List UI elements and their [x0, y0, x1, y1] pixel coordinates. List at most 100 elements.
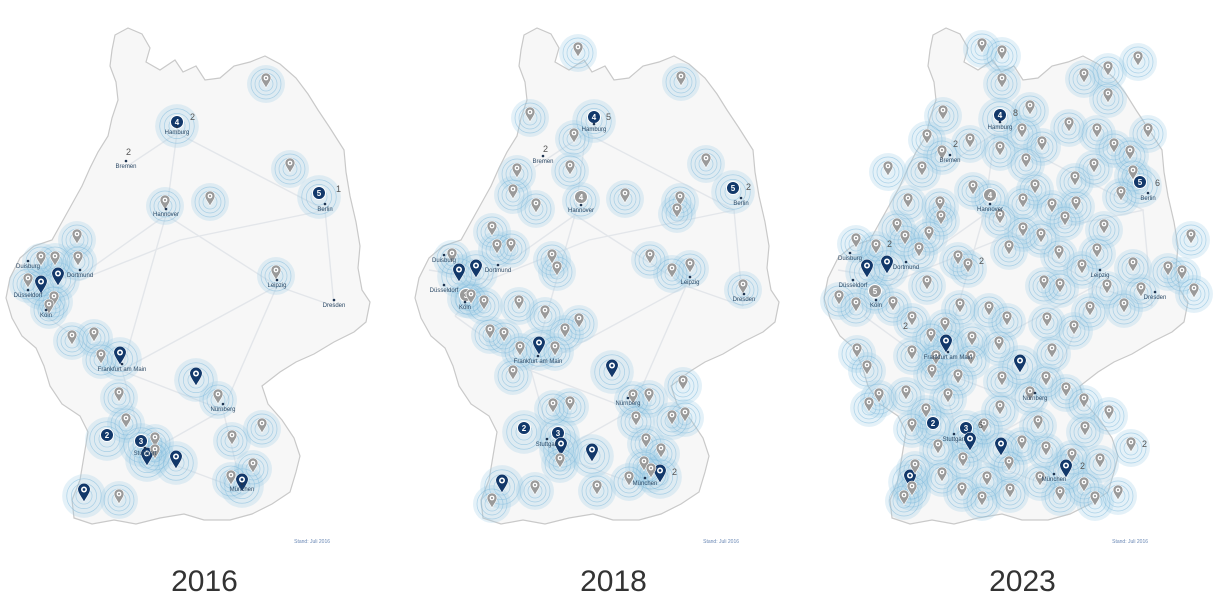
station-pin-icon[interactable]: [530, 197, 542, 214]
station-pin-icon[interactable]: [671, 202, 683, 219]
hub-pin-icon[interactable]: [532, 335, 546, 356]
station-pin-icon[interactable]: [1040, 370, 1052, 387]
station-pin-icon[interactable]: [1124, 144, 1136, 161]
station-pin-icon[interactable]: [204, 190, 216, 207]
station-pin-icon[interactable]: [1078, 476, 1090, 493]
station-pin-icon[interactable]: [549, 340, 561, 357]
station-pin-icon[interactable]: [900, 384, 912, 401]
station-pin-icon[interactable]: [559, 322, 571, 339]
station-pin-icon[interactable]: [675, 70, 687, 87]
cluster-pin-icon[interactable]: 4: [993, 108, 1007, 122]
station-pin-icon[interactable]: [1069, 170, 1081, 187]
station-pin-icon[interactable]: [850, 296, 862, 313]
station-pin-icon[interactable]: [1079, 420, 1091, 437]
station-pin-icon[interactable]: [952, 249, 964, 266]
station-pin-icon[interactable]: [1038, 274, 1050, 291]
station-pin-icon[interactable]: [1003, 239, 1015, 256]
hub-pin-icon[interactable]: [452, 262, 466, 283]
station-pin-icon[interactable]: [1103, 404, 1115, 421]
station-pin-icon[interactable]: [1036, 135, 1048, 152]
station-pin-icon[interactable]: [1024, 99, 1036, 116]
station-pin-icon[interactable]: [906, 310, 918, 327]
station-pin-icon[interactable]: [851, 342, 863, 359]
hub-pin-icon[interactable]: [880, 254, 894, 275]
station-pin-icon[interactable]: [1017, 192, 1029, 209]
station-pin-icon[interactable]: [677, 374, 689, 391]
station-pin-icon[interactable]: [212, 388, 224, 405]
hub-pin-icon[interactable]: [51, 266, 65, 287]
station-pin-icon[interactable]: [850, 232, 862, 249]
station-pin-icon[interactable]: [484, 323, 496, 340]
hub-pin-icon[interactable]: [113, 345, 127, 366]
station-pin-icon[interactable]: [1112, 484, 1124, 501]
station-pin-icon[interactable]: [978, 417, 990, 434]
station-pin-icon[interactable]: [923, 225, 935, 242]
station-pin-icon[interactable]: [906, 480, 918, 497]
station-pin-icon[interactable]: [967, 179, 979, 196]
station-pin-icon[interactable]: [113, 488, 125, 505]
hub-pin-icon[interactable]: [34, 274, 48, 295]
station-pin-icon[interactable]: [1076, 258, 1088, 275]
station-pin-icon[interactable]: [247, 457, 259, 474]
station-pin-icon[interactable]: [1070, 195, 1082, 212]
station-pin-icon[interactable]: [465, 288, 477, 305]
station-pin-icon[interactable]: [507, 364, 519, 381]
station-pin-icon[interactable]: [568, 127, 580, 144]
station-pin-icon[interactable]: [1115, 185, 1127, 202]
hub-pin-icon[interactable]: [169, 449, 183, 470]
station-pin-icon[interactable]: [507, 183, 519, 200]
station-pin-icon[interactable]: [936, 144, 948, 161]
cluster-pin-icon[interactable]: 5: [312, 186, 326, 200]
station-pin-icon[interactable]: [994, 140, 1006, 157]
station-pin-icon[interactable]: [666, 262, 678, 279]
station-pin-icon[interactable]: [1035, 227, 1047, 244]
station-pin-icon[interactable]: [976, 37, 988, 54]
station-pin-icon[interactable]: [994, 208, 1006, 225]
station-pin-icon[interactable]: [1004, 482, 1016, 499]
station-pin-icon[interactable]: [887, 295, 899, 312]
hub-pin-icon[interactable]: [495, 473, 509, 494]
hub-pin-icon[interactable]: [860, 258, 874, 279]
station-pin-icon[interactable]: [546, 248, 558, 265]
station-pin-icon[interactable]: [898, 489, 910, 506]
station-pin-icon[interactable]: [1060, 381, 1072, 398]
station-pin-icon[interactable]: [1091, 122, 1103, 139]
station-pin-icon[interactable]: [1142, 122, 1154, 139]
station-pin-icon[interactable]: [996, 72, 1008, 89]
station-pin-icon[interactable]: [72, 250, 84, 267]
station-pin-icon[interactable]: [674, 190, 686, 207]
station-pin-icon[interactable]: [1024, 385, 1036, 402]
station-pin-icon[interactable]: [1020, 152, 1032, 169]
hub-pin-icon[interactable]: [77, 482, 91, 503]
cluster-pin-icon[interactable]: 4: [170, 115, 184, 129]
hub-pin-icon[interactable]: [469, 258, 483, 279]
station-pin-icon[interactable]: [1032, 414, 1044, 431]
station-pin-icon[interactable]: [478, 294, 490, 311]
station-pin-icon[interactable]: [1135, 281, 1147, 298]
station-pin-icon[interactable]: [1127, 164, 1139, 181]
station-pin-icon[interactable]: [623, 470, 635, 487]
station-pin-icon[interactable]: [226, 429, 238, 446]
station-pin-icon[interactable]: [43, 298, 55, 315]
station-pin-icon[interactable]: [1098, 218, 1110, 235]
station-pin-icon[interactable]: [159, 194, 171, 211]
station-pin-icon[interactable]: [906, 417, 918, 434]
station-pin-icon[interactable]: [1176, 264, 1188, 281]
station-pin-icon[interactable]: [994, 399, 1006, 416]
station-pin-icon[interactable]: [572, 41, 584, 58]
station-pin-icon[interactable]: [1017, 221, 1029, 238]
station-pin-icon[interactable]: [926, 363, 938, 380]
hub-pin-icon[interactable]: [140, 446, 154, 467]
station-pin-icon[interactable]: [1029, 178, 1041, 195]
station-pin-icon[interactable]: [679, 406, 691, 423]
station-pin-icon[interactable]: [524, 106, 536, 123]
cluster-pin-icon[interactable]: 2: [926, 416, 940, 430]
station-pin-icon[interactable]: [1078, 67, 1090, 84]
station-pin-icon[interactable]: [591, 479, 603, 496]
station-pin-icon[interactable]: [619, 187, 631, 204]
station-pin-icon[interactable]: [514, 340, 526, 357]
station-pin-icon[interactable]: [645, 462, 657, 479]
station-pin-icon[interactable]: [932, 438, 944, 455]
station-pin-icon[interactable]: [899, 229, 911, 246]
hub-pin-icon[interactable]: [554, 436, 568, 457]
